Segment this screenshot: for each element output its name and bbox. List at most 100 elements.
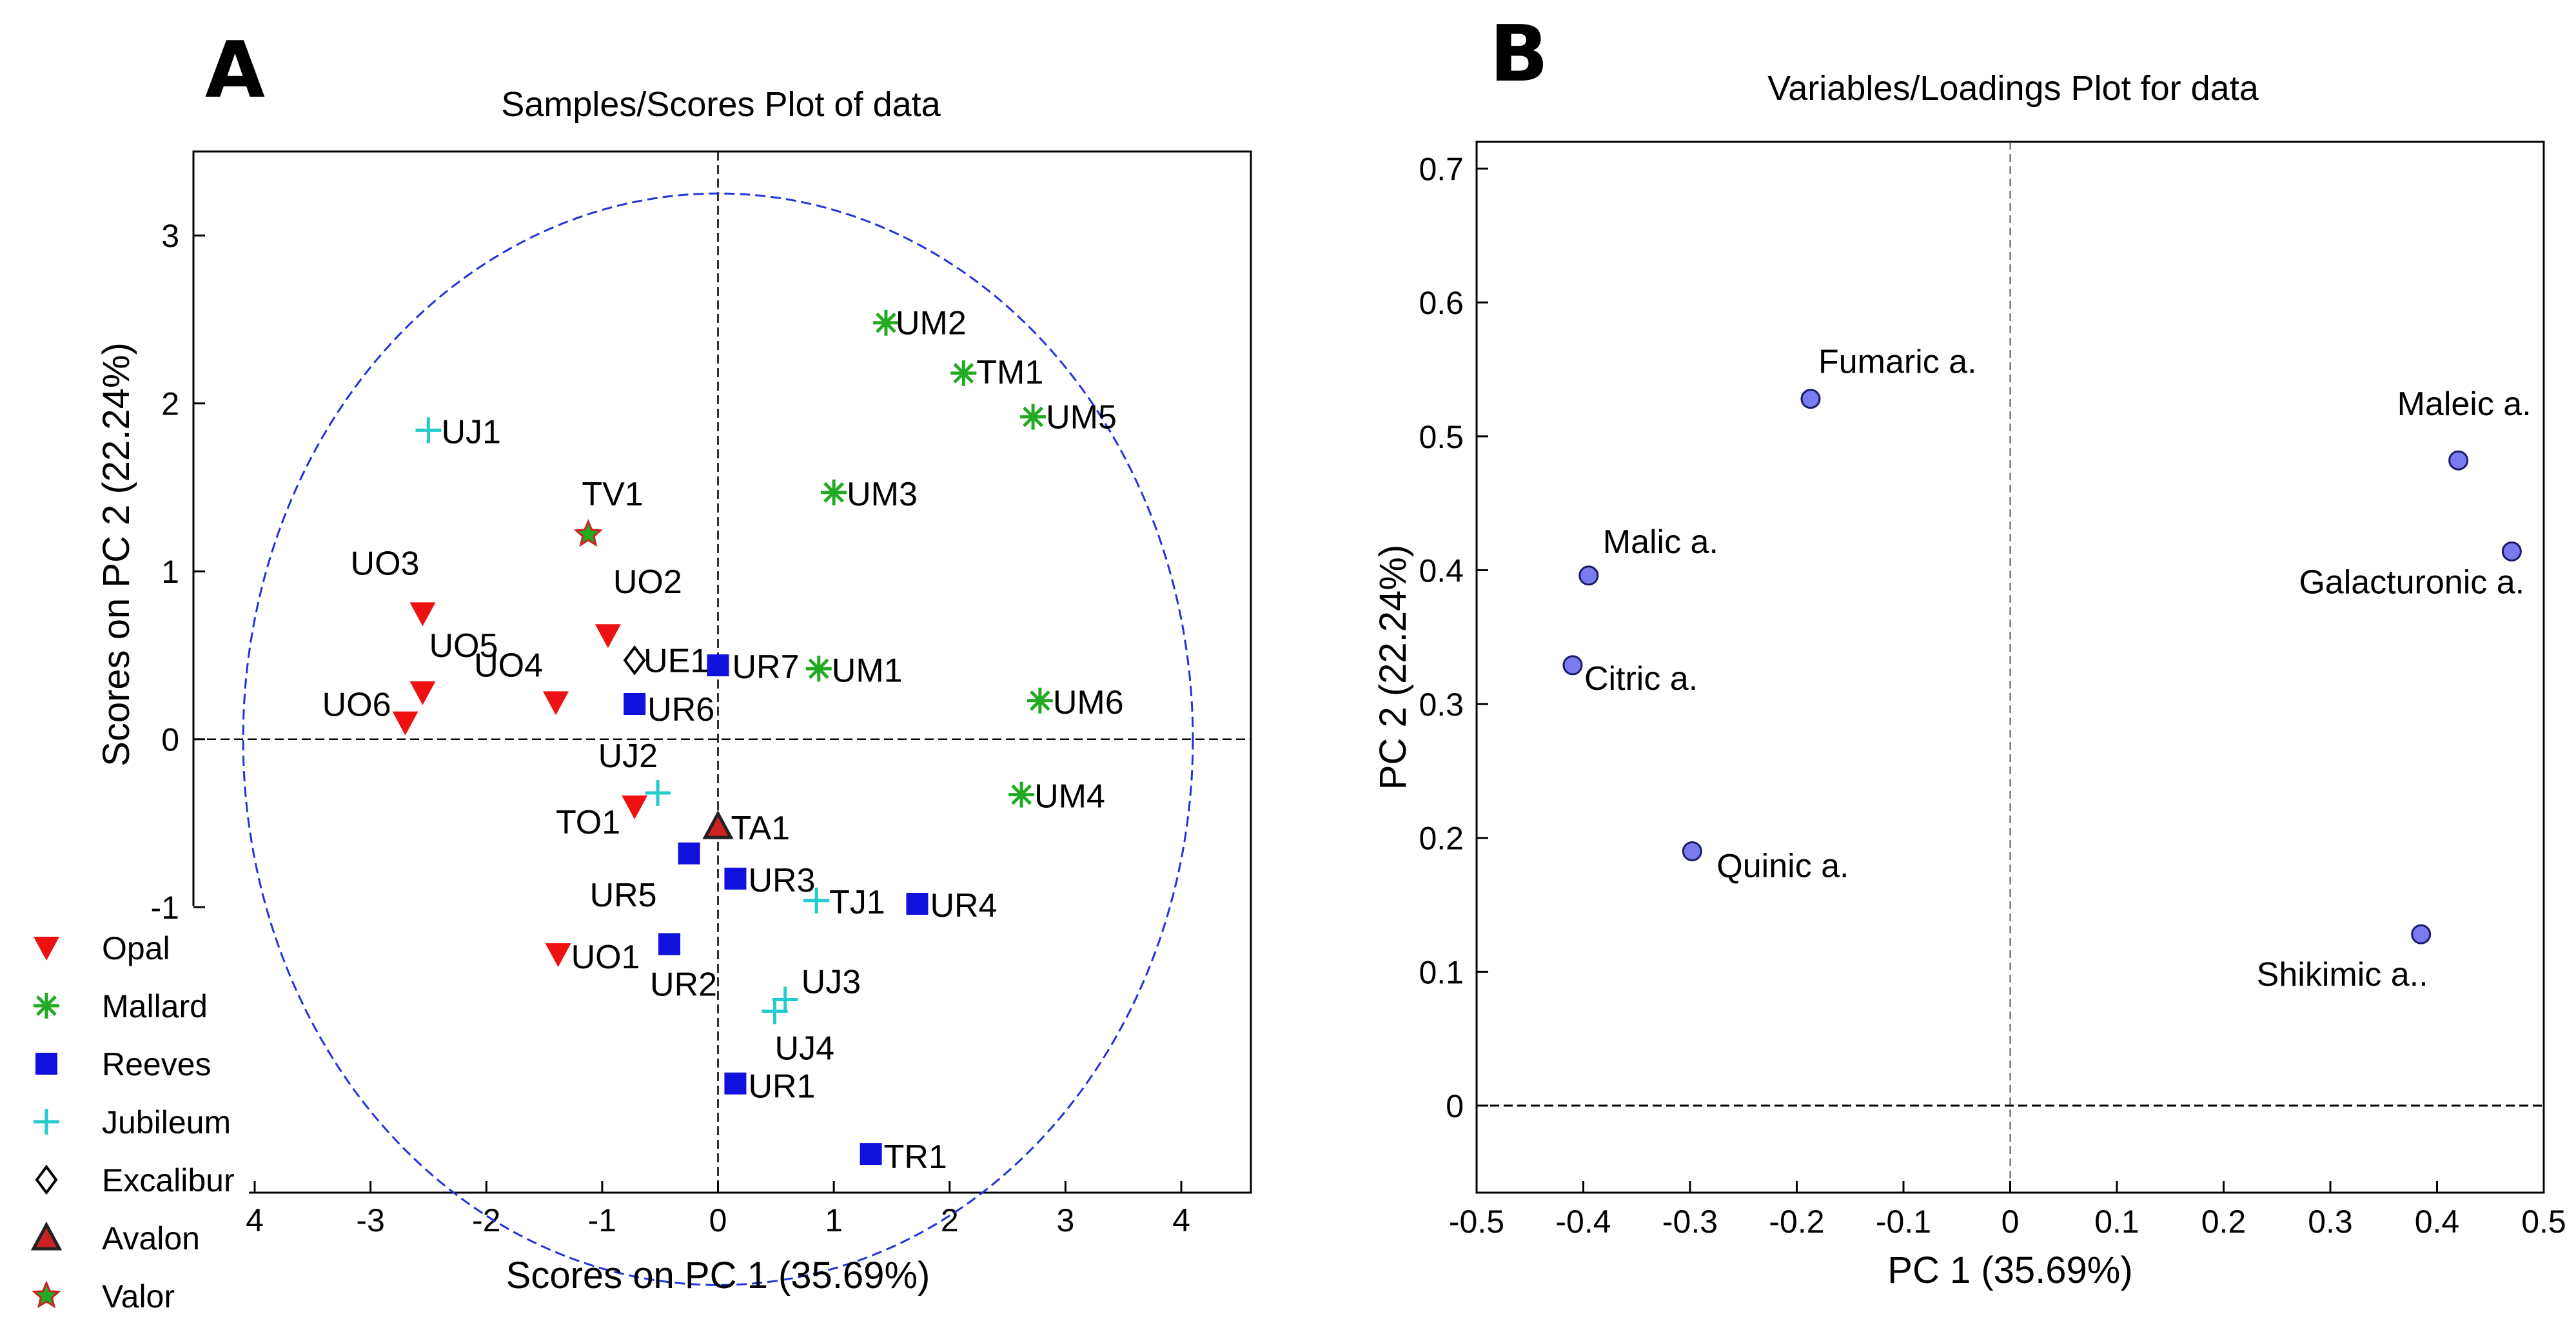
point-label-uo6: UO6 [322,687,391,724]
panel-a-x-tick-label: -3 [356,1202,384,1238]
legend-marker-excalibur [35,1164,58,1195]
point-uj4 [762,998,788,1024]
point-tv1-shape [573,519,603,547]
panel-a-x-tick-label: -1 [588,1202,616,1238]
point-uo1 [545,943,571,968]
legend-label-excalibur: Excalibur [102,1162,235,1198]
panel-a: A Samples/Scores Plot of data 4 -3 -2 -1 0 1 2… [30,26,1252,1314]
point-label-um2: UM2 [896,305,967,342]
loading-label-quinic-a: Quinic a. [1716,848,1849,885]
panel-a-title: Samples/Scores Plot of data [501,85,941,124]
point-ur3 [724,867,747,890]
loading-point-galacturonic-a [2501,541,2522,562]
point-label-uo1: UO1 [571,939,640,976]
panel-b-x-tick-label: 0.2 [2201,1204,2247,1240]
panel-b-x-tick-label: -0.3 [1662,1204,1718,1240]
point-ur6-shape [624,692,646,715]
legend-marker-avalon-shape [30,1221,63,1251]
panel-b-y-tick-label: 0 [1446,1088,1464,1124]
panel-b-x-tick-label: -0.5 [1449,1204,1504,1240]
point-uo4 [543,691,569,716]
point-label-tv1: TV1 [582,476,643,513]
point-label-ur2: UR2 [650,966,717,1003]
panel-b-x-tick-label: 0.5 [2521,1204,2566,1240]
legend-marker-reeves-shape [35,1053,57,1075]
point-uo2-shape [595,624,621,649]
point-uo4-shape [543,691,569,716]
panel-b-y-tick-label: 0.4 [1419,552,1464,589]
point-ur3-shape [724,867,747,890]
panel-a-x-tick-label: 0 [709,1202,727,1238]
point-uo5-shape [409,681,436,705]
point-label-tj1: TJ1 [829,884,885,921]
point-ur2-shape [658,933,681,955]
panel-a-x-axis-label: Scores on PC 1 (35.69%) [506,1255,930,1296]
point-tr1-shape [860,1143,882,1166]
point-label-um6: UM6 [1053,684,1124,721]
panel-b-axes: -0.5 -0.4 -0.3 -0.2 -0.1 0 0.1 0.2 0.3 0.4 0.5 0 0.1… [1419,142,2566,1240]
point-um1 [805,656,832,682]
panel-a-x-tick-label: 4 [1172,1202,1190,1238]
panel-b-y-axis-label: PC 2 (22.24%) [1372,545,1414,790]
legend-marker-excalibur-shape [35,1164,58,1195]
point-label-um3: UM3 [847,476,918,513]
legend-label-avalon: Avalon [102,1220,200,1256]
legend-marker-jubileum [34,1109,59,1135]
panel-b-x-tick-label: 0.4 [2415,1204,2460,1240]
point-ta1-shape [702,810,734,839]
point-tj1 [803,887,830,914]
point-label-uj4: UJ4 [775,1030,834,1068]
legend-marker-mallard [34,993,59,1019]
panel-b-x-tick-label: 0 [2001,1204,2020,1240]
panel-a-y-tick-label: 1 [161,554,179,590]
point-uj1 [415,417,442,444]
legend-label-mallard: Mallard [102,988,208,1024]
panel-a-x-tick-label: 3 [1056,1202,1074,1238]
point-ur7 [707,654,729,677]
point-um4-stroke [1011,784,1032,805]
loading-point-maleic-a [2448,450,2469,471]
point-tm1 [950,360,977,386]
panel-a-y-axis-label: Scores on PC 2 (22.24%) [95,342,137,767]
point-label-to1: TO1 [556,804,620,841]
point-um3 [821,479,847,505]
point-uj2 [645,780,671,806]
point-label-uj3: UJ3 [801,963,861,1001]
legend-marker-valor [32,1280,61,1309]
point-label-ur7: UR7 [732,649,800,686]
point-tm1-stroke [953,362,974,384]
point-uo2 [595,624,621,649]
point-uo3-shape [409,602,436,627]
point-ta1 [702,810,734,839]
panel-a-y-tick-label: -1 [151,890,179,926]
panel-b-x-axis-label: PC 1 (35.69%) [1887,1249,2132,1291]
point-label-um4: UM4 [1034,778,1105,816]
loading-label-malic-a: Malic a. [1603,523,1718,561]
point-ur6 [624,692,646,715]
point-label-ur3: UR3 [748,862,815,899]
point-label-ur6: UR6 [647,691,714,728]
panel-b-y-tick-label: 0.1 [1419,954,1464,990]
point-label-ur1: UR1 [748,1068,815,1106]
point-label-uo2: UO2 [613,563,682,601]
point-uo6-shape [392,711,418,736]
point-uo3 [409,602,436,627]
point-ur1 [724,1072,747,1095]
panel-b-y-tick-label: 0.3 [1419,687,1464,723]
point-label-uo5: UO5 [429,627,498,665]
panel-a-x-tick-label: -2 [472,1202,500,1238]
legend-label-jubileum: Jubileum [102,1104,231,1140]
panel-b-y-tick-label: 0.7 [1419,151,1464,188]
point-label-uj1: UJ1 [441,413,500,451]
loading-label-citric-a: Citric a. [1584,660,1698,698]
point-um5-stroke [1023,406,1043,427]
point-uj3 [772,986,798,1013]
loading-label-shikimic-a: Shikimic a.. [2257,956,2428,993]
point-label-um1: UM1 [832,652,903,689]
point-ur4-shape [906,892,929,915]
panel-a-legend-area [187,906,249,1202]
point-ur5-shape [678,842,700,865]
loading-label-galacturonic-a: Galacturonic a. [2299,563,2524,601]
point-to1 [622,795,648,819]
